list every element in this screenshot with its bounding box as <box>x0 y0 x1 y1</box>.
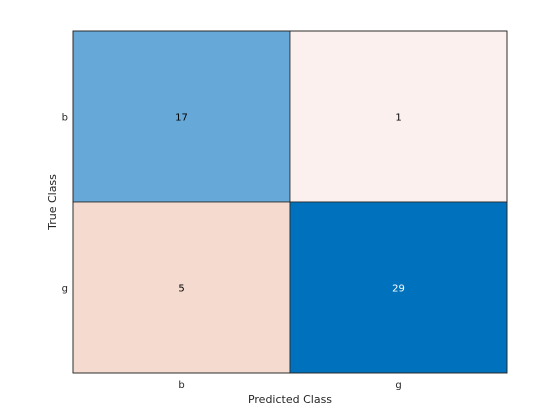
cell-labels-layer: 17 1 5 29 <box>175 113 405 295</box>
cell-value-b-b: 17 <box>175 113 188 124</box>
plot-area-border <box>72 30 508 374</box>
cell-value-g-g: 29 <box>392 284 405 295</box>
cell-value-g-b: 5 <box>178 284 184 295</box>
y-axis-label: True Class <box>46 174 59 231</box>
cell-b-b <box>72 30 291 203</box>
x-tick-label-g: g <box>395 380 401 391</box>
tick-labels-layer: b g b g <box>62 113 402 392</box>
cell-g-b <box>72 201 291 374</box>
y-tick-label-g: g <box>62 284 68 295</box>
cell-g-g <box>289 201 508 374</box>
cells-layer <box>72 30 508 374</box>
x-tick-label-b: b <box>178 380 184 391</box>
cell-value-b-g: 1 <box>395 113 401 124</box>
x-axis-label: Predicted Class <box>248 393 332 406</box>
cell-b-g <box>289 30 508 203</box>
y-tick-label-b: b <box>62 113 68 124</box>
